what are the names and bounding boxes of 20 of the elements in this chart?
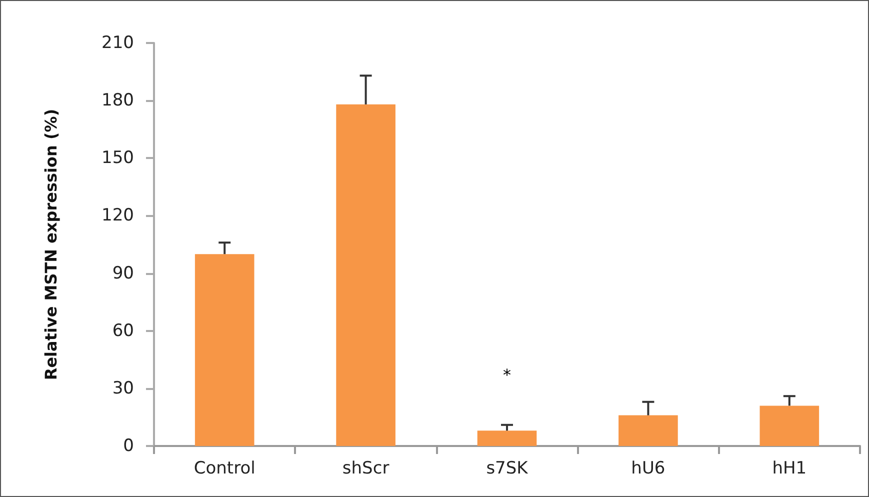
bar [760, 406, 820, 446]
y-tick-label: 210 [102, 33, 134, 53]
x-tick-label: hH1 [772, 458, 807, 478]
bar [477, 430, 537, 446]
x-tick-label: shScr [342, 458, 390, 478]
y-axis-title: Relative MSTN expression (%) [42, 108, 60, 380]
y-tick-label: 150 [102, 148, 134, 168]
y-tick-label: 30 [112, 378, 134, 398]
x-tick-label: hU6 [631, 458, 666, 478]
y-tick-label: 120 [102, 206, 134, 226]
y-tick-label: 90 [112, 263, 134, 284]
annotation: * [503, 366, 511, 384]
y-tick-label: 180 [102, 90, 134, 111]
bar [618, 415, 678, 446]
x-tick-label: Control [194, 458, 256, 478]
bar [194, 254, 254, 446]
bar [336, 104, 396, 446]
y-tick-label: 60 [112, 320, 134, 341]
y-tick-label: 0 [123, 436, 134, 456]
x-tick-label: s7SK [486, 458, 529, 478]
